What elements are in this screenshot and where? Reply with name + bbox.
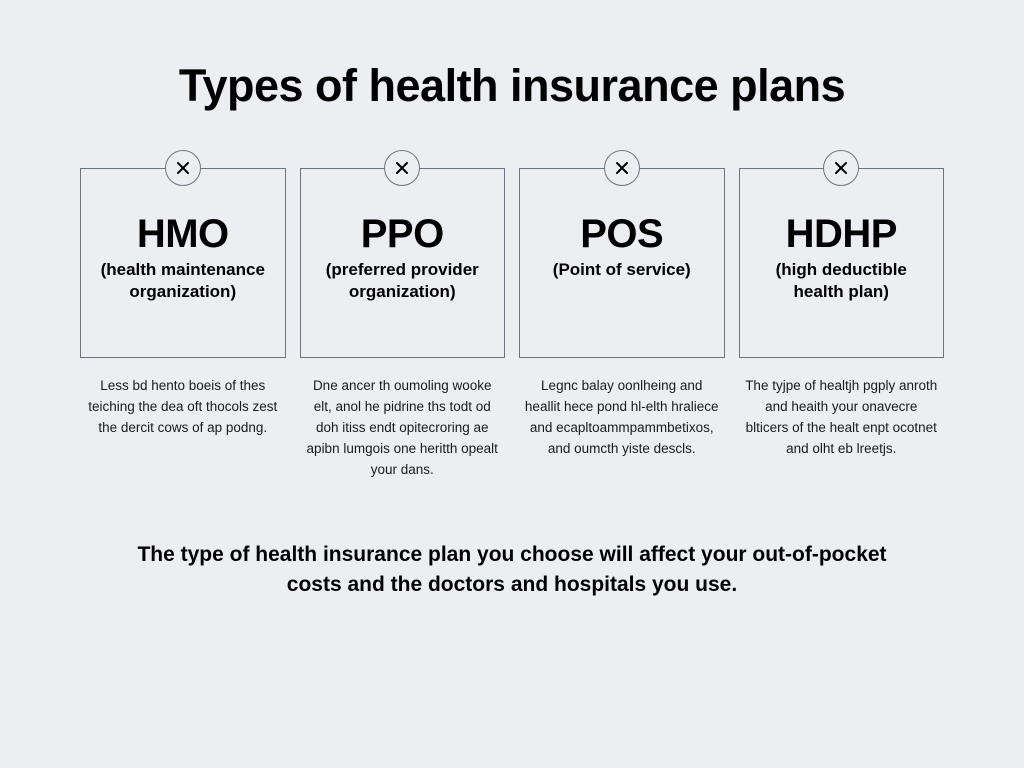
plan-description: The tyjpe of healtjh pgply anroth and he… — [739, 376, 945, 496]
plan-acronym: PPO — [315, 213, 491, 255]
plan-card-hmo: HMO (health maintenance organization) Le… — [80, 168, 286, 496]
plan-fullname: (health maintenance organization) — [95, 259, 271, 303]
footer-note: The type of health insurance plan you ch… — [132, 540, 892, 601]
close-icon — [384, 150, 420, 186]
plan-fullname: (preferred provider organization) — [315, 259, 491, 303]
plan-card-box: HMO (health maintenance organization) — [80, 168, 286, 358]
page-title: Types of health insurance plans — [80, 60, 944, 112]
plan-description: Less bd hento boeis of thes teiching the… — [80, 376, 286, 496]
plan-description: Legnc balay oonlheing and heallit hece p… — [519, 376, 725, 496]
plan-card-pos: POS (Point of service) Legnc balay oonlh… — [519, 168, 725, 496]
plan-card-box: HDHP (high deductible health plan) — [739, 168, 945, 358]
plan-card-ppo: PPO (preferred provider organization) Dn… — [300, 168, 506, 496]
plan-fullname: (high deductible health plan) — [754, 259, 930, 303]
plan-acronym: HMO — [95, 213, 271, 255]
plan-acronym: POS — [534, 213, 710, 255]
plan-acronym: HDHP — [754, 213, 930, 255]
plan-fullname: (Point of service) — [534, 259, 710, 281]
close-icon — [604, 150, 640, 186]
close-icon — [165, 150, 201, 186]
plan-card-box: PPO (preferred provider organization) — [300, 168, 506, 358]
close-icon — [823, 150, 859, 186]
plan-description: Dne ancer th oumoling wooke elt, anol he… — [300, 376, 506, 496]
plan-card-hdhp: HDHP (high deductible health plan) The t… — [739, 168, 945, 496]
plan-card-box: POS (Point of service) — [519, 168, 725, 358]
plan-cards-row: HMO (health maintenance organization) Le… — [80, 168, 944, 496]
